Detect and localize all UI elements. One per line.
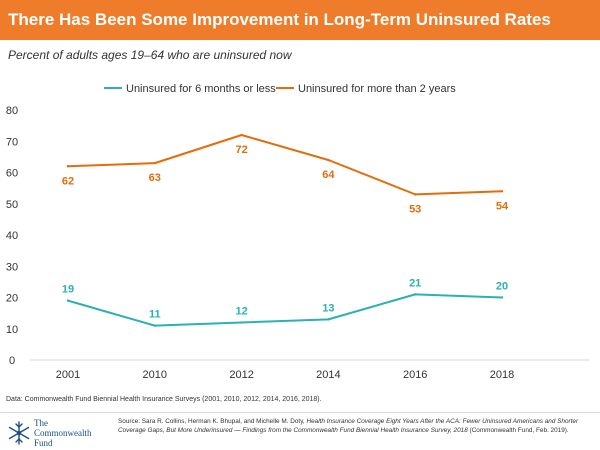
x-tick-label: 2016 (403, 369, 427, 381)
y-tick-label: 60 (6, 168, 18, 180)
data-label: 63 (149, 172, 161, 184)
source-prefix: Source: Sara R. Collins, Herman K. Bhupa… (118, 418, 305, 425)
y-tick-label: 70 (6, 136, 18, 148)
snowflake-icon (8, 421, 30, 445)
y-tick-label: 0 (9, 355, 15, 367)
x-tick-label: 2012 (229, 369, 253, 381)
data-point (500, 190, 504, 193)
data-point (153, 324, 156, 327)
data-label: 20 (496, 281, 508, 293)
data-point (66, 165, 70, 168)
logo-line-2: Commonwealth (34, 428, 92, 438)
data-point (500, 296, 504, 299)
x-tick-label: 2001 (56, 369, 80, 381)
data-label: 64 (322, 169, 335, 181)
data-label: 21 (409, 277, 421, 289)
y-tick-label: 80 (6, 105, 18, 117)
line-chart: 0 10 20 30 40 50 60 70 80 2001 2010 2012 2014 2016 201… (0, 70, 600, 390)
data-point (240, 321, 243, 324)
series-line (67, 134, 503, 196)
data-point (414, 293, 417, 296)
data-label: 13 (322, 302, 334, 314)
data-label: 12 (235, 306, 247, 318)
data-point (153, 161, 156, 165)
y-tick-label: 40 (6, 230, 18, 242)
chart-subtitle: Percent of adults ages 19–64 who are uni… (8, 48, 292, 62)
data-source-note: Data: Commonwealth Fund Biennial Health … (6, 396, 322, 403)
logo-line-1: The (34, 418, 48, 428)
chart-title: There Has Been Some Improvement in Long-… (0, 0, 600, 40)
x-tick-label: 2014 (316, 369, 340, 381)
y-tick-label: 30 (6, 261, 18, 273)
data-label: 62 (62, 175, 74, 187)
data-point (240, 133, 243, 137)
data-label: 19 (62, 284, 74, 296)
series-line (67, 293, 503, 327)
commonwealth-fund-logo: The Commonwealth Fund (6, 417, 106, 449)
data-label: 72 (235, 144, 247, 156)
data-point (327, 158, 330, 162)
legend-label: Uninsured for 6 months or less (126, 83, 276, 95)
logo-line-3: Fund (34, 438, 53, 448)
data-label: 11 (149, 309, 161, 321)
source-report-title: Health Insurance Coverage Eight Years Af… (118, 418, 579, 434)
data-label: 53 (409, 203, 421, 215)
legend-label: Uninsured for more than 2 years (298, 83, 456, 95)
data-point (327, 318, 330, 321)
data-point (66, 299, 70, 302)
x-tick-label: 2018 (490, 369, 514, 381)
y-tick-label: 10 (6, 324, 18, 336)
source-suffix: (Commonwealth Fund, Feb. 2019). (469, 427, 569, 434)
y-tick-label: 50 (6, 199, 18, 211)
logo-wordmark: The Commonwealth Fund (34, 418, 104, 448)
y-tick-label: 20 (6, 293, 18, 305)
footer: The Commonwealth Fund Source: Sara R. Co… (0, 412, 600, 450)
x-tick-label: 2010 (143, 369, 167, 381)
source-citation: Source: Sara R. Collins, Herman K. Bhupa… (118, 417, 592, 435)
data-label: 54 (496, 200, 509, 212)
data-point (414, 193, 417, 196)
